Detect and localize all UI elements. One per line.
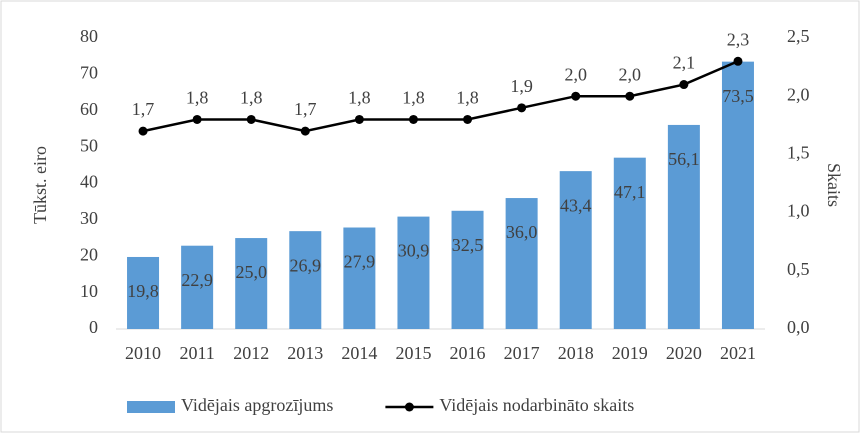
y-tick-label: 70 xyxy=(80,63,98,83)
y-tick-label: 10 xyxy=(80,281,98,301)
y-tick-label: 40 xyxy=(80,172,98,192)
y2-tick-label: 2,0 xyxy=(787,84,810,104)
x-tick-label: 2018 xyxy=(558,343,594,363)
x-tick-label: 2012 xyxy=(233,343,269,363)
y-tick-label: 80 xyxy=(80,26,98,46)
line-marker xyxy=(517,103,527,113)
line-marker xyxy=(354,114,364,124)
x-tick-label: 2014 xyxy=(341,343,377,363)
x-tick-label: 2011 xyxy=(179,343,214,363)
bar xyxy=(397,216,430,329)
y-tick-label: 60 xyxy=(80,99,98,119)
x-tick-label: 2013 xyxy=(287,343,323,363)
line-value-label: 1,8 xyxy=(240,88,263,108)
y2-tick-label: 0,0 xyxy=(787,317,810,337)
line-marker xyxy=(625,91,635,101)
bar xyxy=(613,157,646,329)
bar xyxy=(667,124,700,329)
x-tick-label: 2019 xyxy=(612,343,648,363)
bar xyxy=(181,245,214,329)
bar xyxy=(451,210,484,329)
line-value-label: 1,7 xyxy=(132,99,155,119)
bar-value-label: 30,9 xyxy=(398,241,430,261)
x-tick-label: 2016 xyxy=(450,343,486,363)
bar xyxy=(505,198,538,329)
x-tick-label: 2020 xyxy=(666,343,702,363)
y-tick-label: 30 xyxy=(80,208,98,228)
line-value-label: 2,0 xyxy=(619,64,642,84)
line-value-label: 1,7 xyxy=(294,99,317,119)
legend-marker xyxy=(404,402,414,412)
line-value-label: 1,8 xyxy=(348,88,371,108)
x-tick-label: 2017 xyxy=(504,343,540,363)
line-marker xyxy=(300,126,310,136)
line-marker xyxy=(408,114,418,124)
line-value-label: 1,8 xyxy=(402,88,425,108)
line-value-label: 1,9 xyxy=(510,76,533,96)
y2-tick-label: 0,5 xyxy=(787,259,810,279)
line-value-label: 2,3 xyxy=(727,29,750,49)
x-tick-label: 2015 xyxy=(395,343,431,363)
bar-value-label: 26,9 xyxy=(290,255,322,275)
legend-swatch xyxy=(127,401,175,413)
bar-value-label: 43,4 xyxy=(560,195,592,215)
bar-value-label: 73,5 xyxy=(722,86,754,106)
line-value-label: 1,8 xyxy=(456,88,479,108)
bar xyxy=(289,231,322,329)
bar-value-label: 25,0 xyxy=(235,262,267,282)
bar-value-label: 27,9 xyxy=(344,252,376,272)
line-value-label: 2,0 xyxy=(564,64,587,84)
y-tick-label: 20 xyxy=(80,244,98,264)
x-tick-label: 2021 xyxy=(720,343,756,363)
line-value-label: 1,8 xyxy=(186,88,209,108)
legend-label: Vidējais nodarbināto skaits xyxy=(439,395,634,415)
line-marker xyxy=(463,114,473,124)
bar-value-label: 47,1 xyxy=(614,182,646,202)
y-axis-title: Tūkst. eiro xyxy=(30,146,50,224)
bar xyxy=(235,238,268,329)
line-value-label: 2,1 xyxy=(673,53,696,73)
y2-axis-title: Skaits xyxy=(824,163,844,207)
line-marker xyxy=(571,91,581,101)
line-marker xyxy=(138,126,148,136)
line-marker xyxy=(733,56,743,66)
line-marker xyxy=(192,114,202,124)
bar-value-label: 19,8 xyxy=(127,281,159,301)
legend-label: Vidējais apgrozījums xyxy=(181,395,333,415)
bar xyxy=(721,61,754,330)
y-tick-label: 0 xyxy=(89,317,98,337)
x-tick-label: 2010 xyxy=(125,343,161,363)
bar-value-label: 56,1 xyxy=(668,149,700,169)
y2-tick-label: 2,5 xyxy=(787,26,810,46)
bar-value-label: 32,5 xyxy=(452,235,484,255)
y-tick-label: 50 xyxy=(80,135,98,155)
line-marker xyxy=(679,80,689,90)
bar-value-label: 36,0 xyxy=(506,222,538,242)
y2-tick-label: 1,0 xyxy=(787,201,810,221)
bar xyxy=(127,256,160,329)
line-marker xyxy=(246,114,256,124)
bar xyxy=(559,171,592,329)
bar-value-label: 22,9 xyxy=(181,270,213,290)
line xyxy=(142,60,739,133)
y2-tick-label: 1,5 xyxy=(787,143,810,163)
bar xyxy=(343,227,376,329)
